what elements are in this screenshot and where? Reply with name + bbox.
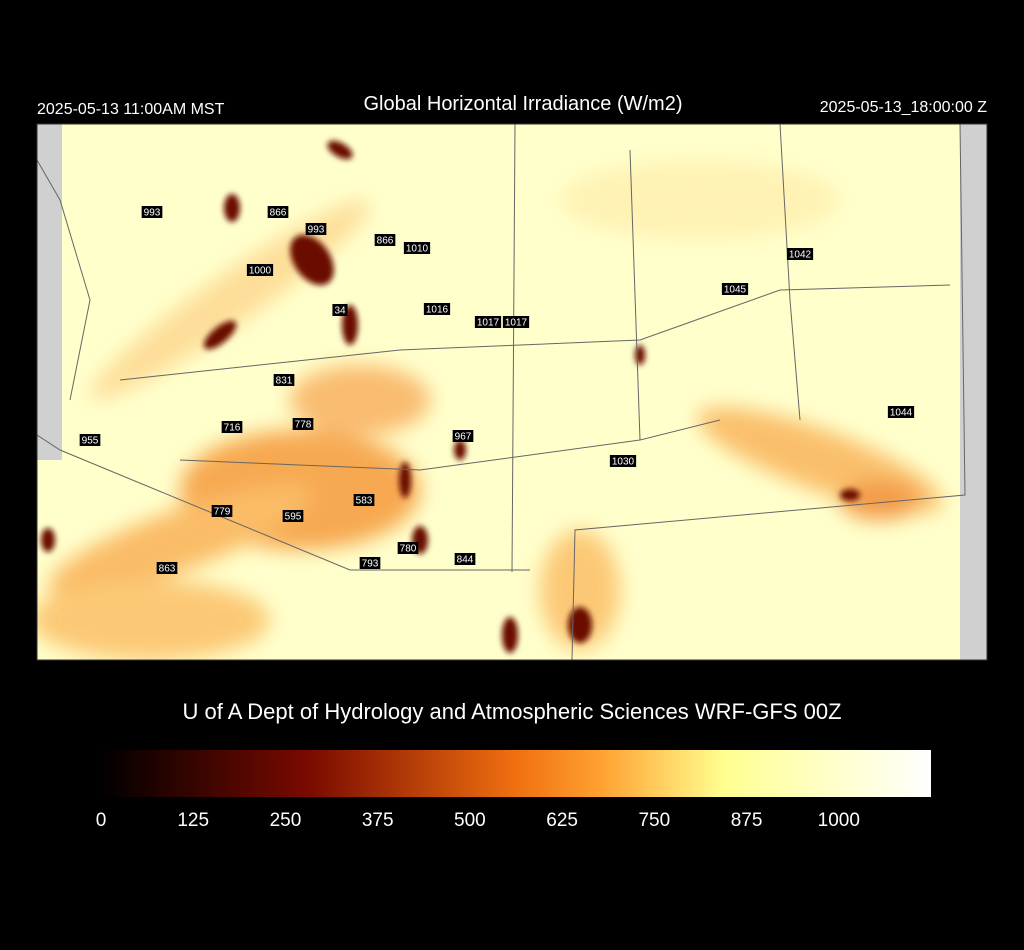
station-value: 793: [362, 559, 379, 570]
station: 778: [292, 418, 314, 431]
station: 595: [282, 510, 304, 523]
station-box: [423, 303, 451, 315]
colorbar-tick-label: 125: [177, 810, 209, 831]
station-box: [267, 206, 289, 218]
station: 993: [141, 206, 163, 219]
station: 1030: [609, 455, 637, 468]
station: 993: [305, 223, 327, 236]
station-box: [141, 206, 163, 218]
station: 1042: [786, 248, 814, 261]
colorbar-tick-label: 875: [731, 810, 763, 831]
station-box: [887, 406, 915, 418]
station: 866: [374, 234, 396, 247]
station: 793: [359, 557, 381, 570]
colorbar-tick-label: 250: [270, 810, 302, 831]
station: 1017: [502, 316, 530, 329]
station: 1016: [423, 303, 451, 316]
station-box: [332, 304, 348, 316]
station: 779: [211, 505, 233, 518]
station-box: [452, 430, 474, 442]
colorbar-tick-label: 375: [362, 810, 394, 831]
station: 866: [267, 206, 289, 219]
station-value: 1000: [249, 266, 272, 277]
station-box: [282, 510, 304, 522]
station-box: [273, 374, 295, 386]
station-value: 1017: [505, 318, 528, 329]
station-box: [786, 248, 814, 260]
station-labels: 993 866 993 866 1010 1000 34 1016 1017 1017 1042 10…: [79, 206, 915, 575]
station-value: 1010: [406, 244, 429, 255]
station-value: 993: [144, 208, 161, 219]
station-value: 967: [455, 432, 472, 443]
colorbar-ticks: 0 125 250 375 500 625 750 875 1000: [96, 810, 860, 831]
station-value: 844: [457, 555, 474, 566]
station-value: 716: [224, 423, 241, 434]
station-box: [292, 418, 314, 430]
credit: U of A Dept of Hydrology and Atmospheric…: [182, 699, 841, 724]
station-value: 1017: [477, 318, 500, 329]
station: 1017: [474, 316, 502, 329]
station-value: 34: [334, 306, 346, 317]
station-box: [305, 223, 327, 235]
station-box: [353, 494, 375, 506]
station: 1044: [887, 406, 915, 419]
station: 1000: [246, 264, 274, 277]
station-value: 1042: [789, 250, 812, 261]
station-value: 779: [214, 507, 231, 518]
map-title: Global Horizontal Irradiance (W/m2): [364, 93, 683, 115]
station: 955: [79, 434, 101, 447]
station-value: 1016: [426, 305, 449, 316]
colorbar-tick-label: 0: [96, 810, 107, 831]
valid-time-local: 2025-05-13 11:00AM MST: [37, 101, 225, 118]
station-box: [397, 542, 419, 554]
station-box: [403, 242, 431, 254]
station-value: 863: [159, 564, 176, 575]
station-box: [502, 316, 530, 328]
valid-time-utc: 2025-05-13_18:00:00 Z: [820, 99, 987, 116]
station-value: 778: [295, 420, 312, 431]
station-box: [374, 234, 396, 246]
station-box: [211, 505, 233, 517]
station-value: 866: [270, 208, 287, 219]
station-value: 866: [377, 236, 394, 247]
station-value: 595: [285, 512, 302, 523]
station: 1045: [721, 283, 749, 296]
station: 831: [273, 374, 295, 387]
station-box: [454, 553, 476, 565]
colorbar-tick-label: 625: [546, 810, 578, 831]
station-value: 583: [356, 496, 373, 507]
station: 780: [397, 542, 419, 555]
station: 583: [353, 494, 375, 507]
map-frame: [36, 123, 988, 661]
colorbar-tick-label: 500: [454, 810, 486, 831]
station-box: [221, 421, 243, 433]
station-box: [246, 264, 274, 276]
station-value: 1045: [724, 285, 747, 296]
station: 863: [156, 562, 178, 575]
station-value: 780: [400, 544, 417, 555]
station-box: [721, 283, 749, 295]
station-value: 1030: [612, 457, 635, 468]
colorbar-tick-label: 1000: [818, 810, 860, 831]
station-box: [609, 455, 637, 467]
station: 844: [454, 553, 476, 566]
station-box: [79, 434, 101, 446]
station: 967: [452, 430, 474, 443]
station-box: [359, 557, 381, 569]
colorbar: [101, 750, 931, 797]
station-value: 831: [276, 376, 293, 387]
map: [37, 124, 987, 660]
station: 716: [221, 421, 243, 434]
station-box: [156, 562, 178, 574]
colorbar-tick-label: 750: [638, 810, 670, 831]
station-value: 993: [308, 225, 325, 236]
station: 34: [332, 304, 348, 317]
station-box: [474, 316, 502, 328]
station-value: 1044: [890, 408, 913, 419]
station: 1010: [403, 242, 431, 255]
station-value: 955: [82, 436, 99, 447]
